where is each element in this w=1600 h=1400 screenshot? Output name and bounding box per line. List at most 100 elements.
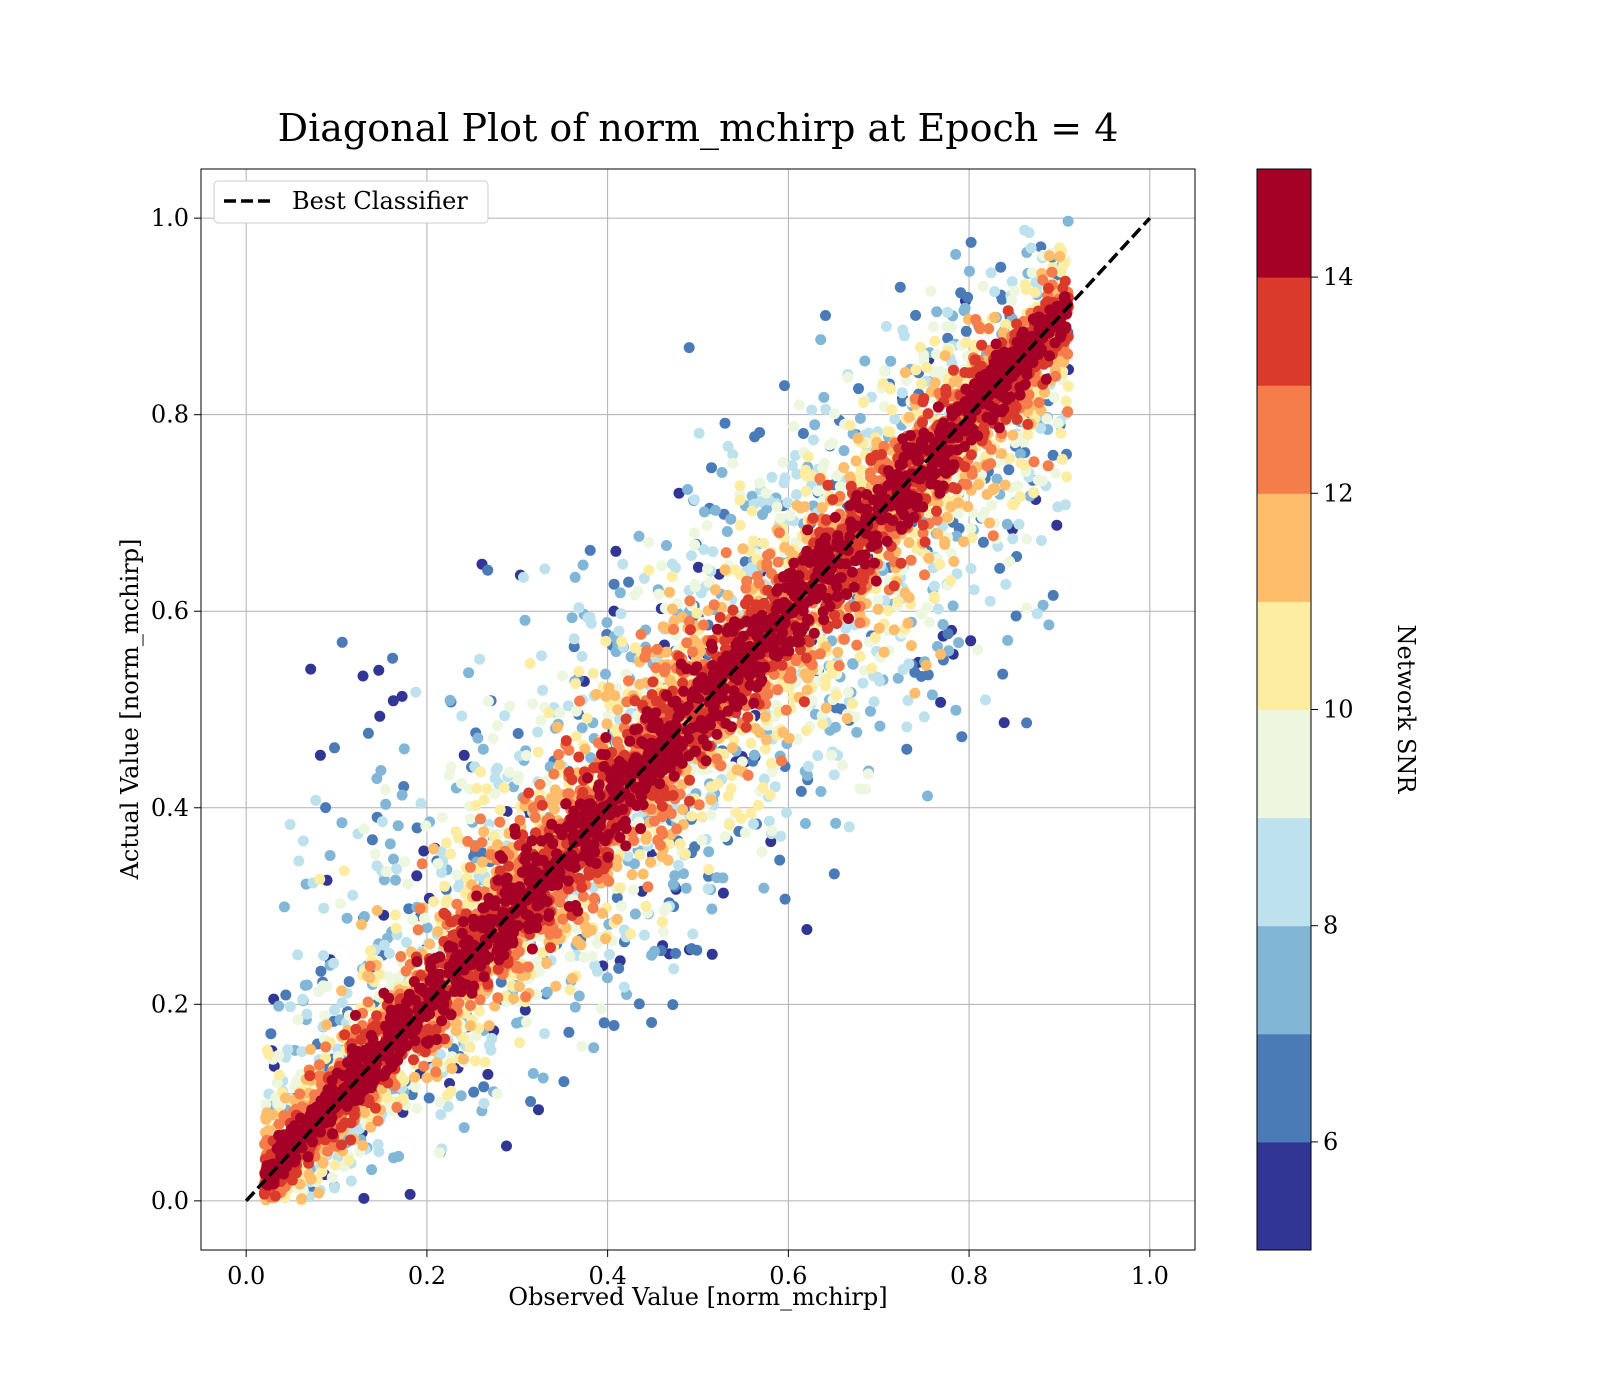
scatter-point (948, 556, 960, 567)
scatter-point (570, 678, 581, 690)
scatter-point (909, 666, 921, 678)
scatter-point (362, 996, 374, 1008)
scatter-point (1014, 491, 1026, 503)
scatter-point (1006, 276, 1018, 288)
scatter-point (859, 355, 871, 367)
scatter-point (935, 648, 947, 660)
scatter-point (471, 783, 483, 794)
scatter-point (409, 1071, 421, 1083)
scatter-point (411, 870, 423, 882)
scatter-point (828, 769, 840, 781)
scatter-point (398, 743, 410, 755)
scatter-point (479, 1056, 491, 1068)
scatter-point (889, 413, 901, 425)
scatter-point (899, 587, 911, 599)
scatter-point (1056, 453, 1068, 465)
scatter-point (950, 704, 962, 716)
scatter-point (464, 1041, 476, 1053)
scatter-point (284, 819, 296, 830)
scatter-point (1026, 267, 1038, 279)
scatter-point (1021, 717, 1033, 729)
scatter-point (527, 698, 539, 710)
scatter-point (795, 785, 807, 797)
scatter-point (797, 428, 809, 439)
scatter-point (774, 854, 786, 866)
scatter-point (684, 595, 696, 607)
scatter-point (965, 236, 977, 248)
scatter-point (432, 926, 444, 938)
scatter-point (858, 397, 869, 408)
scatter-point (451, 898, 463, 910)
scatter-point (424, 938, 436, 950)
scatter-point (316, 1166, 328, 1178)
scatter-point (854, 783, 866, 795)
scatter-point (375, 765, 387, 776)
scatter-point (566, 612, 578, 624)
scatter-point (656, 560, 667, 572)
scatter-point (601, 718, 613, 730)
scatter-point (635, 628, 647, 640)
scatter-point (705, 809, 717, 821)
scatter-point (435, 1109, 447, 1120)
scatter-point (616, 636, 628, 647)
scatter-point (491, 762, 503, 774)
scatter-point (591, 965, 603, 977)
scatter-point (415, 797, 427, 809)
scatter-point (369, 848, 381, 860)
scatter-point (609, 690, 621, 702)
scatter-point (336, 985, 348, 997)
scatter-point (791, 500, 803, 511)
scatter-point (430, 1066, 442, 1078)
scatter-point (433, 1147, 445, 1159)
scatter-point (977, 280, 989, 292)
scatter-point (656, 850, 668, 862)
scatter-point (832, 646, 844, 658)
scatter-point (965, 563, 977, 575)
scatter-point (1003, 464, 1015, 476)
scatter-point (914, 341, 926, 353)
scatter-point (512, 774, 524, 786)
scatter-point (634, 849, 646, 861)
scatter-point (1035, 422, 1047, 434)
scatter-point (445, 1085, 457, 1097)
scatter-point (537, 684, 549, 696)
scatter-point (760, 743, 771, 755)
scatter-point (847, 658, 859, 670)
scatter-point (705, 794, 717, 806)
scatter-point (1011, 481, 1023, 493)
scatter-point (980, 694, 991, 706)
scatter-point (456, 710, 468, 722)
scatter-point (524, 658, 536, 669)
scatter-point (474, 653, 486, 665)
scatter-point (779, 541, 791, 553)
scatter-point (760, 734, 772, 746)
scatter-point (577, 559, 589, 571)
scatter-point (418, 1060, 430, 1072)
scatter-point (1015, 448, 1026, 460)
scatter-point (356, 919, 367, 930)
scatter-point (336, 997, 348, 1009)
scatter-point (432, 858, 444, 870)
scatter-point (786, 460, 798, 471)
scatter-point (667, 999, 679, 1011)
scatter-point (296, 1193, 308, 1205)
scatter-point (686, 810, 698, 822)
scatter-point (614, 882, 626, 894)
scatter-point (830, 721, 841, 733)
scatter-point (814, 648, 826, 660)
scatter-point (525, 1096, 537, 1107)
scatter-point (436, 811, 448, 823)
scatter-point (727, 449, 739, 460)
scatter-point (958, 536, 970, 548)
scatter-point (994, 562, 1006, 574)
scatter-point (643, 564, 655, 576)
scatter-point (611, 892, 623, 904)
scatter-point (329, 1159, 341, 1171)
scatter-point (458, 749, 470, 761)
scatter-point (900, 375, 912, 387)
scatter-point (977, 536, 989, 548)
scatter-point (765, 757, 777, 769)
scatter-point (660, 902, 672, 914)
scatter-point (888, 624, 900, 636)
